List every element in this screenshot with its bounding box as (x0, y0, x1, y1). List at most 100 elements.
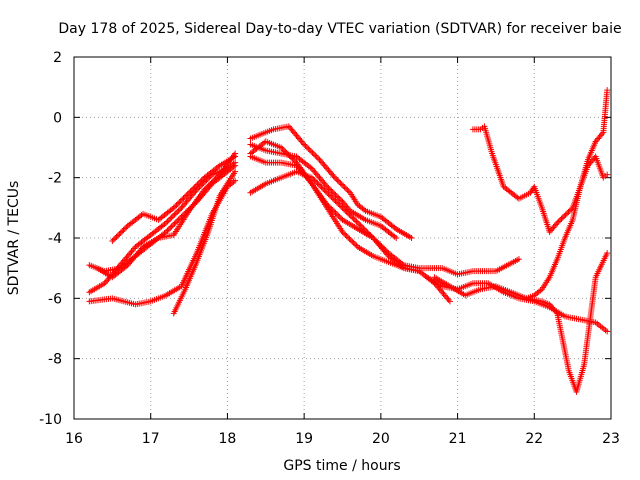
data-point (604, 171, 611, 178)
data-point (336, 196, 343, 203)
data-point (321, 187, 328, 194)
data-point (338, 203, 345, 210)
data-point (213, 174, 220, 181)
series-arc-6 (170, 168, 239, 317)
x-tick-label: 18 (219, 431, 237, 447)
data-point (209, 178, 216, 185)
data-point (164, 227, 171, 234)
data-point (186, 189, 193, 196)
data-point (333, 176, 340, 183)
data-point (114, 232, 121, 239)
data-point (317, 182, 324, 189)
data-point (333, 199, 340, 206)
data-point (353, 218, 360, 225)
data-point (363, 228, 370, 235)
data-point (171, 220, 178, 227)
data-point (339, 204, 346, 211)
data-point (197, 178, 204, 185)
data-point (335, 212, 342, 219)
series-arc-1 (86, 177, 239, 308)
data-point (343, 233, 350, 240)
data-point (172, 203, 179, 210)
data-point (177, 197, 184, 204)
y-axis-label: SDTVAR / TECUs (6, 181, 22, 296)
series-arc-11 (247, 141, 400, 241)
data-point (176, 199, 183, 206)
x-tick-labels: 16 17 18 19 20 21 22 23 (65, 431, 620, 447)
data-point (347, 237, 354, 244)
plot-frame (73, 56, 612, 420)
data-point (337, 180, 344, 187)
data-point (181, 193, 188, 200)
data-point (329, 195, 336, 202)
data-point (292, 158, 299, 165)
data-point (342, 231, 349, 238)
data-point (312, 152, 319, 159)
data-point (119, 228, 126, 235)
data-point (193, 182, 200, 189)
data-point (324, 189, 331, 196)
data-point (171, 211, 178, 218)
data-point (170, 213, 177, 220)
data-point (332, 191, 339, 198)
data-point (280, 147, 287, 154)
data-point (198, 177, 205, 184)
data-point (350, 215, 357, 222)
series-arc-5 (94, 150, 239, 281)
data-point (311, 177, 318, 184)
data-point (170, 222, 177, 229)
data-point (338, 197, 345, 204)
data-point (324, 183, 331, 190)
data-point (187, 188, 194, 195)
data-point (164, 218, 171, 225)
data-point (202, 185, 209, 192)
data-point (342, 185, 349, 192)
data-point (339, 228, 346, 235)
chart-title: Day 178 of 2025, Sidereal Day-to-day VTE… (58, 21, 621, 37)
data-point (340, 230, 347, 237)
data-point (312, 178, 319, 185)
data-point (172, 219, 179, 226)
x-axis-label: GPS time / hours (283, 458, 400, 474)
data-point (204, 183, 211, 190)
data-series (86, 87, 611, 395)
data-point (604, 87, 611, 94)
data-point (167, 215, 174, 222)
data-point (340, 182, 347, 189)
data-point (352, 217, 359, 224)
data-point (347, 213, 354, 220)
data-point (302, 142, 309, 149)
data-point (356, 221, 363, 228)
data-point (109, 238, 116, 245)
data-point (184, 191, 191, 198)
x-tick-label: 22 (525, 431, 543, 447)
data-point (331, 196, 338, 203)
data-point (335, 200, 342, 207)
data-point (290, 156, 297, 163)
data-point (344, 187, 351, 194)
data-point (303, 144, 310, 151)
y-tick-label: -4 (48, 231, 62, 247)
data-point (232, 150, 239, 157)
data-point (170, 204, 177, 211)
data-point (309, 149, 316, 156)
y-tick-label: -8 (48, 352, 62, 368)
data-point (117, 229, 124, 236)
data-point (208, 179, 215, 186)
data-point (366, 230, 373, 237)
data-point (190, 185, 197, 192)
data-point (604, 250, 611, 257)
data-point (349, 214, 356, 221)
data-point (328, 193, 335, 200)
x-tick-label: 21 (449, 431, 467, 447)
y-tick-label: -2 (48, 171, 62, 187)
data-point (212, 175, 219, 182)
data-point (200, 176, 207, 183)
series-arc-15 (469, 123, 611, 235)
x-tick-label: 20 (372, 431, 390, 447)
data-point (564, 210, 571, 217)
data-point (211, 177, 218, 184)
data-point (336, 178, 343, 185)
data-point (110, 236, 117, 243)
y-tick-label: 0 (53, 110, 62, 126)
